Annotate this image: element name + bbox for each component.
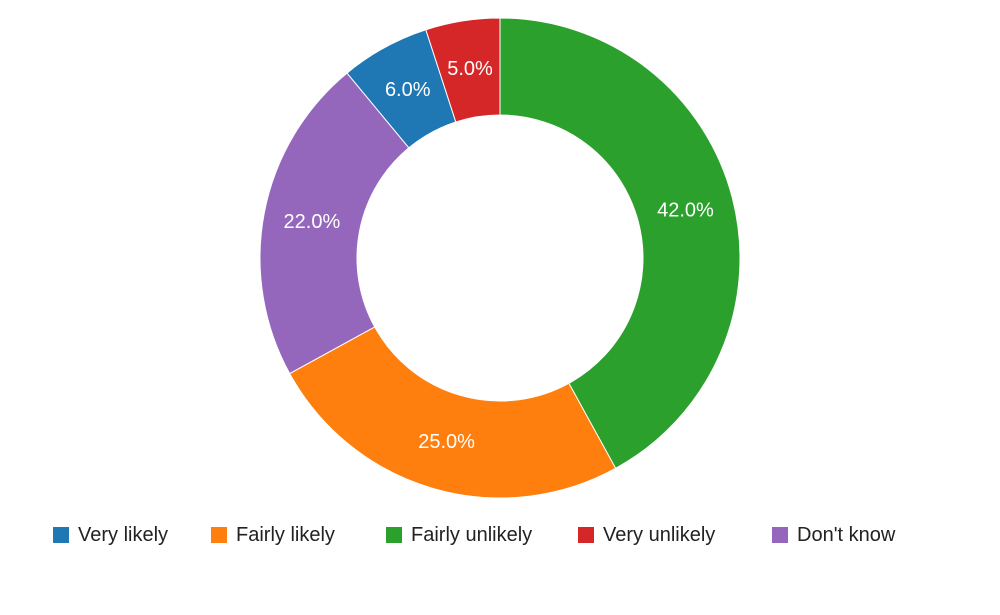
legend-item-don-t-know: Don't know (772, 524, 896, 546)
legend-label-very-unlikely: Very unlikely (603, 524, 715, 546)
legend-label-fairly-likely: Fairly likely (236, 524, 335, 546)
legend-swatch-fairly-unlikely (386, 527, 402, 543)
slices-layer (259, 17, 741, 499)
legend-label-fairly-unlikely: Fairly unlikely (411, 524, 532, 546)
slice-label-fairly-likely: 25.0% (418, 431, 475, 453)
legend-swatch-very-likely (53, 527, 69, 543)
legend-label-very-likely: Very likely (78, 524, 168, 546)
legend-item-fairly-likely: Fairly likely (211, 524, 335, 546)
slice-don-t-know (259, 72, 410, 375)
slice-label-very-unlikely: 5.0% (447, 58, 493, 80)
slice-fairly-likely (289, 326, 617, 499)
slice-very-unlikely (425, 17, 501, 123)
legend-item-very-unlikely: Very unlikely (578, 524, 715, 546)
legend-swatch-don-t-know (772, 527, 788, 543)
legend-item-very-likely: Very likely (53, 524, 168, 546)
legend-swatch-very-unlikely (578, 527, 594, 543)
slice-label-fairly-unlikely: 42.0% (657, 199, 714, 221)
slice-label-very-likely: 6.0% (385, 79, 431, 101)
slice-fairly-unlikely (499, 17, 741, 469)
legend-item-fairly-unlikely: Fairly unlikely (386, 524, 532, 546)
slice-label-don-t-know: 22.0% (284, 211, 341, 233)
legend: Very likely Fairly likely Fairly unlikely V… (53, 524, 896, 546)
legend-swatch-fairly-likely (211, 527, 227, 543)
slice-labels-layer: 42.0% 25.0% 22.0% 6.0% 5.0% (284, 58, 715, 453)
legend-label-don-t-know: Don't know (797, 524, 896, 546)
